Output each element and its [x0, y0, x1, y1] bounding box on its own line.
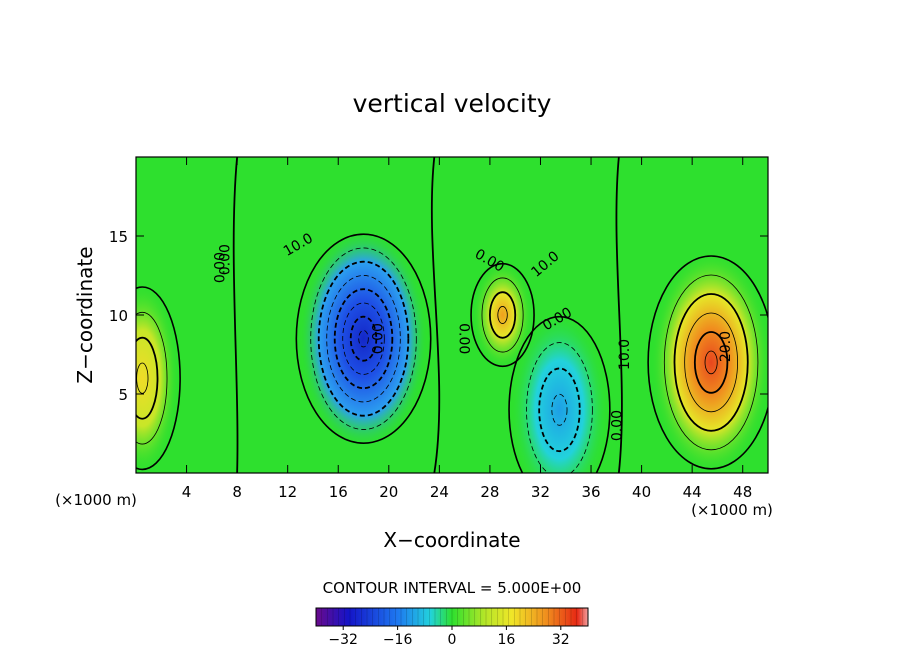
- colorbar-tick-label-1: −16: [383, 632, 413, 648]
- contour-2-3: [497, 306, 508, 324]
- plot-area: [136, 157, 768, 473]
- zero-contour-2: [470, 262, 535, 368]
- y-tick-label-1: 10: [109, 307, 128, 325]
- zero-band-2: [615, 157, 623, 473]
- x-tick-label-6: 28: [480, 483, 499, 501]
- x-tick-label-1: 8: [232, 483, 242, 501]
- contour-3-1: [663, 274, 759, 451]
- contour-label-9: 20.0: [718, 331, 734, 362]
- contour-0-6: [349, 315, 378, 362]
- zero-contour-3: [647, 255, 768, 470]
- x-tick-label-5: 24: [430, 483, 449, 501]
- contour-label-3: 0.00: [456, 323, 472, 354]
- x-tick-label-9: 40: [632, 483, 651, 501]
- x-tick-label-4: 20: [379, 483, 398, 501]
- contour-2-2: [488, 291, 517, 339]
- x-tick-label-2: 12: [278, 483, 297, 501]
- x-axis-label: X−coordinate: [383, 528, 520, 552]
- colorbar-ticks: −32 −16 0 16 32: [328, 626, 570, 648]
- contour-0-2: [317, 260, 410, 417]
- contour-0-5: [342, 302, 385, 375]
- contour-0-4: [333, 288, 394, 390]
- x-tick-label-8: 36: [581, 483, 600, 501]
- contour-lines: [136, 157, 768, 473]
- y-tick-label-2: 15: [109, 228, 128, 246]
- field-extremum-2: [472, 261, 533, 369]
- x-tick-label-11: 48: [733, 483, 752, 501]
- contour-1-1: [526, 342, 593, 473]
- zero-contour-0: [295, 233, 432, 445]
- contour-3-4: [693, 331, 729, 394]
- chart-title: vertical velocity: [353, 89, 552, 118]
- contour-3-2: [673, 293, 749, 432]
- zero-band-0: [232, 157, 239, 473]
- x-tick-label-7: 32: [531, 483, 550, 501]
- contour-4-1: [136, 311, 168, 445]
- contour-3-3: [684, 312, 738, 413]
- field-extremum-1: [511, 311, 608, 473]
- x-tick-label-10: 44: [683, 483, 702, 501]
- contour-label-10: 0.00: [212, 252, 228, 283]
- contour-2-1: [481, 277, 524, 353]
- zero-band-1: [430, 157, 441, 473]
- colorbar-tick-label-0: −32: [328, 632, 358, 648]
- colorbar-tick-label-3: 16: [497, 632, 515, 648]
- contour-0-1: [310, 247, 417, 430]
- contour-label-8: 0.00: [609, 410, 625, 441]
- contour-4-3: [136, 362, 149, 394]
- x-unit-left: (×1000 m): [55, 491, 137, 509]
- contour-4-2: [136, 336, 159, 420]
- contour-interval-label: CONTOUR INTERVAL = 5.000E+00: [323, 579, 582, 597]
- x-axis: 4 8 12 16 20 24 28 32 36 40 44 48: [182, 157, 752, 501]
- x-tick-label-0: 4: [182, 483, 192, 501]
- contour-label-0: 0.00: [218, 244, 234, 275]
- x-tick-label-3: 16: [329, 483, 348, 501]
- colorbar-tick-label-4: 32: [552, 632, 570, 648]
- zero-contour-4: [136, 286, 181, 471]
- y-axis: 5 10 15: [109, 228, 768, 404]
- colorbar: −32 −16 0 16 32: [315, 607, 589, 648]
- contour-label-7: 10.0: [617, 339, 633, 370]
- contour-label-2: 0.00: [370, 323, 386, 354]
- contour-0-7: [358, 330, 369, 348]
- y-tick-label-0: 5: [118, 386, 128, 404]
- contour-0-3: [326, 275, 401, 403]
- colorbar-stripes: [321, 608, 583, 626]
- contour-1-3: [551, 393, 568, 426]
- y-axis-label: Z−coordinate: [73, 246, 97, 383]
- colorbar-tick-label-2: 0: [448, 632, 457, 648]
- zero-contour-1: [508, 315, 611, 473]
- contour-3-5: [704, 350, 718, 375]
- field-extremum-3: [651, 250, 768, 473]
- contour-1-2: [538, 367, 581, 453]
- x-unit-right: (×1000 m): [691, 501, 773, 519]
